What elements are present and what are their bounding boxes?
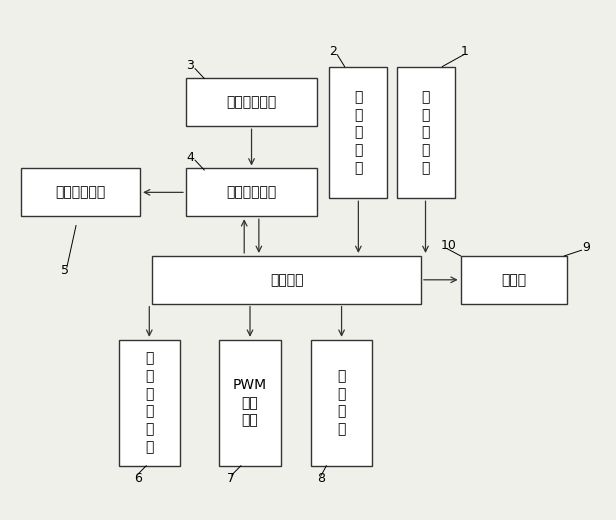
- Text: PWM
调速
电路: PWM 调速 电路: [233, 378, 267, 427]
- FancyBboxPatch shape: [330, 67, 387, 198]
- FancyBboxPatch shape: [219, 340, 280, 466]
- Text: 语音反馈电路: 语音反馈电路: [55, 185, 106, 199]
- Text: 摇
头
控
制
电
路: 摇 头 控 制 电 路: [145, 351, 153, 454]
- FancyBboxPatch shape: [21, 168, 140, 216]
- FancyBboxPatch shape: [311, 340, 372, 466]
- FancyBboxPatch shape: [119, 340, 180, 466]
- FancyBboxPatch shape: [461, 256, 567, 304]
- FancyBboxPatch shape: [186, 79, 317, 126]
- Text: 显示器: 显示器: [501, 273, 527, 287]
- Text: 5: 5: [61, 264, 69, 277]
- Text: 1: 1: [461, 45, 469, 58]
- Text: 开
关
电
路: 开 关 电 路: [338, 369, 346, 436]
- Text: 2: 2: [330, 45, 337, 58]
- FancyBboxPatch shape: [397, 67, 455, 198]
- FancyBboxPatch shape: [186, 168, 317, 216]
- Text: 微处理器: 微处理器: [270, 273, 304, 287]
- Text: 6: 6: [134, 472, 142, 485]
- Text: 语音接收电路: 语音接收电路: [227, 95, 277, 109]
- Text: 语音识别电路: 语音识别电路: [227, 185, 277, 199]
- Text: 8: 8: [317, 472, 325, 485]
- Text: 10: 10: [441, 239, 457, 252]
- Text: 4: 4: [186, 151, 194, 164]
- Text: 3: 3: [186, 59, 194, 72]
- Text: 9: 9: [583, 241, 591, 254]
- FancyBboxPatch shape: [152, 256, 421, 304]
- Text: 距
离
传
感
器: 距 离 传 感 器: [421, 90, 430, 175]
- Text: 温
度
传
感
器: 温 度 传 感 器: [354, 90, 363, 175]
- Text: 7: 7: [227, 472, 235, 485]
